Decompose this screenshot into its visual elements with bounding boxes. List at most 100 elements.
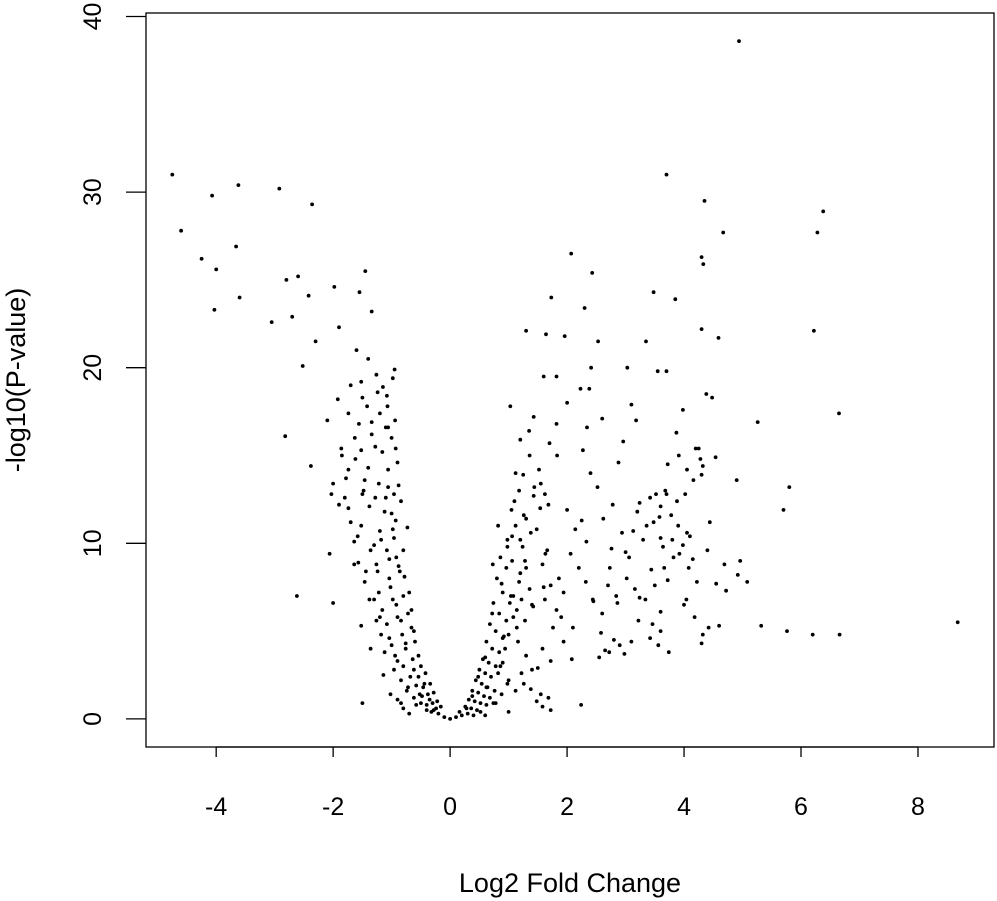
data-point xyxy=(490,611,495,616)
data-point xyxy=(406,611,410,616)
data-point xyxy=(401,548,406,553)
data-point xyxy=(379,537,383,542)
data-point xyxy=(325,418,330,423)
y-tick-label: 10 xyxy=(79,529,107,557)
data-point xyxy=(601,516,606,521)
data-point xyxy=(393,653,397,658)
data-point xyxy=(527,429,531,433)
data-point xyxy=(340,453,344,458)
data-point xyxy=(500,636,505,640)
data-point xyxy=(701,262,706,266)
data-point xyxy=(588,471,593,475)
data-point xyxy=(489,674,493,679)
data-point xyxy=(290,314,295,319)
data-point xyxy=(337,502,341,507)
data-point xyxy=(423,671,428,676)
data-point xyxy=(392,667,396,672)
data-point xyxy=(396,564,401,568)
data-point xyxy=(755,420,760,424)
data-point xyxy=(496,671,500,676)
data-point xyxy=(348,383,353,388)
data-point xyxy=(590,271,595,275)
data-point xyxy=(565,508,569,512)
data-point xyxy=(396,483,401,488)
data-point xyxy=(332,285,337,289)
data-point xyxy=(514,608,519,612)
data-point xyxy=(589,365,593,370)
data-point xyxy=(614,594,619,598)
data-point xyxy=(524,328,528,333)
plot-frame xyxy=(145,12,995,748)
data-point xyxy=(386,485,390,489)
data-point xyxy=(685,467,689,472)
data-point xyxy=(363,269,368,273)
data-point xyxy=(376,481,381,486)
data-point xyxy=(644,339,648,344)
data-point xyxy=(499,692,504,697)
data-point xyxy=(606,583,610,588)
data-point xyxy=(695,580,699,584)
data-point xyxy=(497,611,502,616)
data-point xyxy=(513,523,518,528)
data-point xyxy=(431,690,436,695)
data-point xyxy=(346,467,351,472)
data-point xyxy=(571,625,575,630)
data-point xyxy=(543,551,548,556)
data-point xyxy=(584,539,589,544)
data-point xyxy=(509,594,513,598)
data-point xyxy=(428,681,433,686)
x-axis-title: Log2 Fold Change xyxy=(459,868,681,898)
data-point xyxy=(555,453,559,458)
data-point xyxy=(386,425,390,430)
data-point xyxy=(481,657,485,662)
data-point xyxy=(478,701,483,705)
data-point xyxy=(641,537,645,542)
data-point xyxy=(426,692,430,697)
data-point xyxy=(527,453,532,458)
data-point xyxy=(635,509,640,514)
data-point xyxy=(399,678,403,683)
data-point xyxy=(331,481,335,486)
y-tick-label: 0 xyxy=(79,712,107,726)
data-point xyxy=(534,527,539,532)
data-point xyxy=(662,566,667,570)
data-point xyxy=(401,706,406,711)
data-point xyxy=(470,688,475,693)
data-point xyxy=(664,369,669,374)
data-point xyxy=(559,615,564,619)
data-point xyxy=(548,659,553,663)
data-point xyxy=(699,472,704,477)
data-point xyxy=(650,622,655,626)
data-point xyxy=(346,411,351,416)
data-point xyxy=(277,186,282,191)
data-point xyxy=(648,495,652,500)
data-point xyxy=(583,580,588,584)
data-point xyxy=(364,569,368,574)
data-point xyxy=(359,448,364,453)
data-point xyxy=(395,460,400,465)
data-point xyxy=(688,534,692,539)
data-point xyxy=(403,641,408,646)
data-point xyxy=(385,622,389,626)
data-point xyxy=(524,653,528,658)
data-point xyxy=(427,697,432,702)
data-point xyxy=(735,573,740,577)
x-tick-label: 8 xyxy=(911,793,925,821)
data-point xyxy=(374,562,379,567)
data-point xyxy=(393,418,397,423)
data-point xyxy=(634,418,638,423)
data-point xyxy=(362,580,367,584)
data-point xyxy=(837,632,842,637)
data-point xyxy=(562,334,567,338)
data-point xyxy=(500,660,505,665)
data-point xyxy=(380,450,385,454)
data-point xyxy=(368,646,373,651)
data-point xyxy=(348,520,353,525)
data-point xyxy=(633,587,637,591)
data-point xyxy=(547,441,552,446)
data-point xyxy=(395,659,400,663)
x-tick-label: 0 xyxy=(443,793,457,821)
data-point xyxy=(622,652,627,656)
data-point xyxy=(388,585,393,590)
data-point xyxy=(503,646,507,651)
